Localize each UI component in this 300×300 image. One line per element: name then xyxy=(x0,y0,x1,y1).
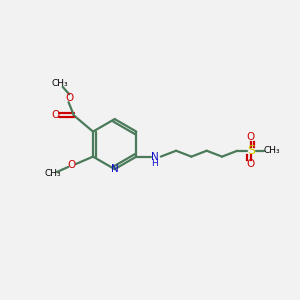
Text: O: O xyxy=(247,159,255,169)
Text: CH₃: CH₃ xyxy=(52,79,69,88)
Text: H: H xyxy=(152,159,158,168)
Text: CH₃: CH₃ xyxy=(263,146,280,155)
Text: N: N xyxy=(111,164,119,174)
Text: O: O xyxy=(65,93,73,103)
Text: O: O xyxy=(51,110,59,120)
Text: O: O xyxy=(68,160,76,170)
Text: S: S xyxy=(247,144,255,157)
Text: O: O xyxy=(247,132,255,142)
Text: N: N xyxy=(151,152,159,162)
Text: CH₃: CH₃ xyxy=(44,169,61,178)
